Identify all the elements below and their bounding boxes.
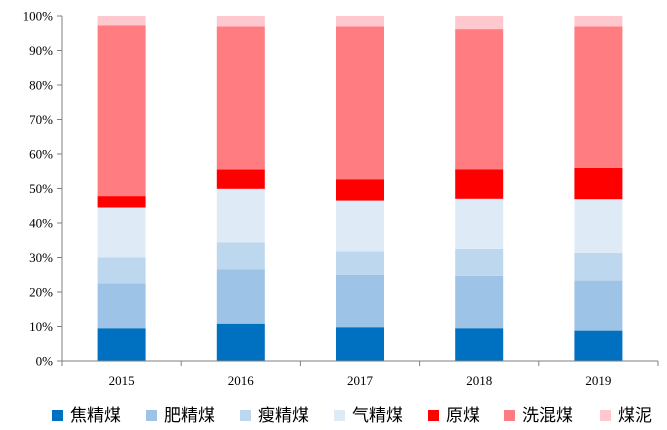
bar-segment-2016-0 bbox=[216, 323, 265, 361]
legend-swatch bbox=[504, 410, 515, 421]
bar-segment-2019-2 bbox=[574, 253, 623, 281]
x-tick-label: 2016 bbox=[228, 373, 255, 388]
bar-segment-2015-3 bbox=[97, 207, 146, 258]
x-tick-label: 2017 bbox=[347, 373, 374, 388]
legend-swatch bbox=[146, 410, 157, 421]
bar-segment-2015-4 bbox=[97, 196, 146, 208]
bar-segment-2018-4 bbox=[455, 169, 504, 199]
y-tick-label: 0% bbox=[36, 354, 54, 369]
legend: 焦精煤 肥精煤 瘦精煤 气精煤 原煤 洗混煤 煤泥 bbox=[52, 406, 652, 426]
legend-item: 原煤 bbox=[428, 406, 480, 426]
y-tick-label: 80% bbox=[29, 78, 53, 93]
legend-label: 原煤 bbox=[446, 406, 480, 426]
bar-segment-2019-1 bbox=[574, 280, 623, 331]
bar-segment-2018-3 bbox=[455, 198, 504, 249]
y-tick-labels: 0% 10% 20% 30% 40% 50% 60% 70% 80% 90% 100% bbox=[23, 9, 54, 369]
y-tick-label: 10% bbox=[29, 319, 53, 334]
legend-item: 气精煤 bbox=[334, 406, 403, 426]
legend-label: 气精煤 bbox=[352, 406, 403, 426]
bar-segment-2019-0 bbox=[574, 330, 623, 361]
bar-segment-2017-6 bbox=[336, 16, 384, 27]
bar-segment-2018-0 bbox=[455, 328, 504, 361]
bar-segment-2018-6 bbox=[455, 16, 504, 30]
bar-segment-2016-3 bbox=[216, 188, 265, 243]
bars-layer bbox=[97, 16, 623, 361]
bar-segment-2017-0 bbox=[336, 327, 384, 361]
bar-segment-2017-5 bbox=[336, 26, 384, 180]
y-tick-label: 60% bbox=[29, 147, 53, 162]
bar-segment-2018-2 bbox=[455, 248, 504, 276]
bar-segment-2016-6 bbox=[216, 16, 265, 27]
y-tick-label: 30% bbox=[29, 250, 53, 265]
y-tick-label: 50% bbox=[29, 181, 53, 196]
legend-item: 瘦精煤 bbox=[240, 406, 309, 426]
legend-label: 洗混煤 bbox=[522, 406, 573, 426]
y-tick-label: 100% bbox=[23, 9, 54, 24]
y-tick-label: 20% bbox=[29, 285, 53, 300]
x-tick-label: 2015 bbox=[109, 373, 135, 388]
bar-segment-2019-6 bbox=[574, 16, 623, 27]
bar-segment-2015-0 bbox=[97, 328, 146, 361]
bar-segment-2016-5 bbox=[216, 26, 265, 170]
bar-segment-2015-5 bbox=[97, 25, 146, 197]
y-tick-label: 70% bbox=[29, 112, 53, 127]
bar-segment-2015-2 bbox=[97, 257, 146, 284]
bar-segment-2018-1 bbox=[455, 275, 504, 329]
legend-swatch bbox=[428, 410, 439, 421]
legend-label: 瘦精煤 bbox=[258, 406, 309, 426]
legend-label: 煤泥 bbox=[618, 406, 652, 426]
bar-segment-2019-3 bbox=[574, 199, 623, 253]
legend-item: 洗混煤 bbox=[504, 406, 573, 426]
legend-label: 肥精煤 bbox=[164, 406, 215, 426]
bar-segment-2015-6 bbox=[97, 16, 146, 26]
x-tick-label: 2019 bbox=[585, 373, 611, 388]
bar-segment-2019-4 bbox=[574, 167, 623, 200]
legend-swatch bbox=[52, 410, 63, 421]
y-tick-label: 40% bbox=[29, 216, 53, 231]
legend-item: 肥精煤 bbox=[146, 406, 215, 426]
x-tick-label: 2018 bbox=[466, 373, 492, 388]
x-tick-labels: 2015 2016 2017 2018 2019 bbox=[109, 373, 612, 388]
axes-layer bbox=[57, 15, 659, 366]
bar-segment-2019-5 bbox=[574, 26, 623, 168]
bar-segment-2017-2 bbox=[336, 251, 384, 275]
bar-segment-2017-1 bbox=[336, 274, 384, 328]
legend-label: 焦精煤 bbox=[70, 406, 121, 426]
bar-segment-2016-4 bbox=[216, 169, 265, 189]
legend-swatch bbox=[600, 410, 611, 421]
y-tick-label: 90% bbox=[29, 43, 53, 58]
bar-segment-2016-2 bbox=[216, 242, 265, 270]
bar-segment-2017-4 bbox=[336, 179, 384, 201]
bar-segment-2015-1 bbox=[97, 283, 146, 329]
bar-segment-2017-3 bbox=[336, 200, 384, 252]
legend-item: 焦精煤 bbox=[52, 406, 121, 426]
legend-item: 煤泥 bbox=[600, 406, 652, 426]
bar-segment-2018-5 bbox=[455, 29, 504, 170]
bar-segment-2016-1 bbox=[216, 269, 265, 324]
legend-swatch bbox=[334, 410, 345, 421]
legend-swatch bbox=[240, 410, 251, 421]
